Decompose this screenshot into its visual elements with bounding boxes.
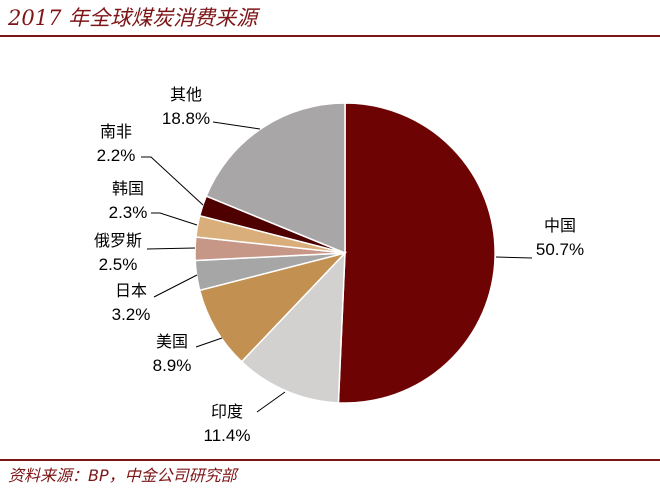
- slice-label-japan: 日本 3.2%: [91, 278, 171, 327]
- slice-label-russia: 俄罗斯 2.5%: [78, 228, 158, 277]
- value-label: 2.3%: [108, 203, 148, 222]
- slice-label-india: 印度 11.4%: [187, 399, 267, 448]
- leader-lines: [141, 121, 533, 413]
- slice-label-other: 其他 18.8%: [146, 82, 226, 131]
- category-label: 日本: [114, 281, 147, 300]
- leader-line-usa: [195, 337, 223, 348]
- pie-slices: [194, 102, 496, 404]
- pie-slice-usa: [198, 251, 348, 363]
- category-label: 美国: [155, 332, 188, 351]
- value-label: 18.8%: [161, 109, 211, 128]
- pie-slice-china: [337, 102, 496, 404]
- value-label: 8.9%: [152, 356, 192, 375]
- leader-line-other: [212, 121, 261, 130]
- value-label: 11.4%: [203, 426, 251, 445]
- value-label: 50.7%: [535, 240, 585, 259]
- slice-label-south-korea: 韩国 2.3%: [88, 176, 168, 225]
- leader-line-south-korea: [151, 212, 198, 226]
- category-label: 中国: [543, 216, 576, 235]
- category-label: 印度: [210, 402, 243, 421]
- slice-label-south-africa: 南非 2.2%: [76, 119, 156, 168]
- slice-label-china: 中国 50.7%: [520, 213, 600, 262]
- title-divider: [0, 35, 660, 37]
- source-note: 资料来源：BP，中金公司研究部: [8, 466, 237, 485]
- slice-label-usa: 美国 8.9%: [132, 329, 212, 378]
- leader-line-china: [495, 256, 533, 259]
- footer-divider: [0, 459, 660, 461]
- leader-line-south-africa: [141, 156, 204, 206]
- leader-line-india: [256, 391, 286, 413]
- chart-title: 2017 年全球煤炭消费来源: [8, 6, 258, 30]
- category-label: 俄罗斯: [93, 231, 142, 250]
- pie-slice-other: [205, 102, 346, 255]
- category-label: 其他: [169, 85, 202, 104]
- pie-slice-india: [240, 251, 346, 404]
- leader-line-russia: [146, 247, 196, 250]
- category-label: 南非: [99, 122, 132, 141]
- category-label: 韩国: [111, 179, 144, 198]
- value-label: 3.2%: [111, 305, 151, 324]
- leader-line-japan: [153, 274, 198, 298]
- value-label: 2.5%: [98, 255, 138, 274]
- value-label: 2.2%: [96, 146, 136, 165]
